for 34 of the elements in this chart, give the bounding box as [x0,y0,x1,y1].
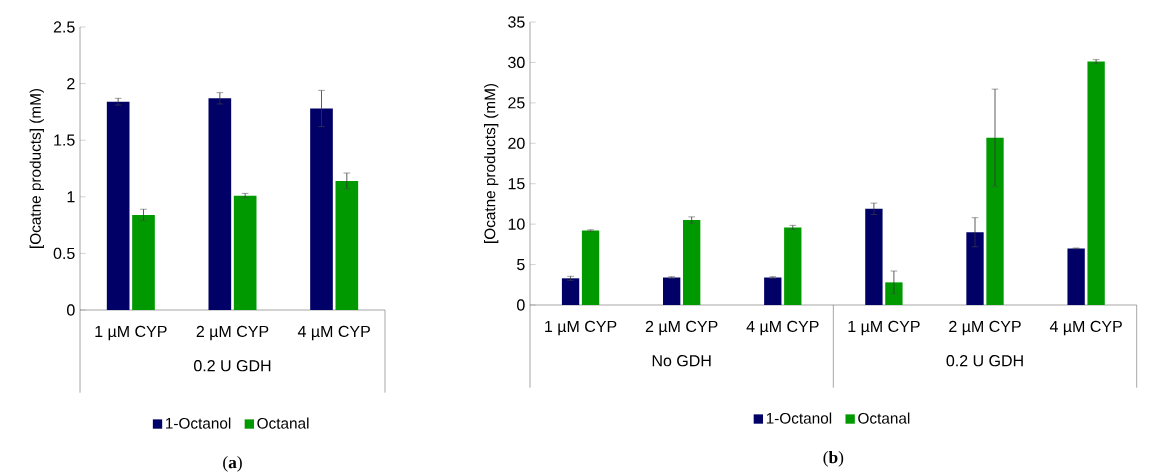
y-axis-title: [Ocatne products] (mM) [29,88,44,248]
text: 0.2 U GDH [194,360,271,372]
text: No GDH [652,355,711,367]
y-tick-label: 20 [508,137,525,149]
y-tick-label: 2 [67,78,75,90]
x-tick-label: 4 µM CYP [297,325,370,341]
legend-label: 1-Octanol [766,412,832,424]
x-tick-label: 2 µM CYP [949,320,1021,336]
x-tick-label: 1 µM CYP [545,320,617,336]
y-tick-label: 2.5 [53,21,75,33]
y-tick-label: 0.5 [53,247,75,260]
y-tick-label: 35 [508,16,525,28]
text: 0.2 U GDH [946,355,1023,367]
legend-label: Octanal [858,412,910,424]
x-tick-label: 1 µM CYP [848,320,920,336]
y-tick-label: 1 [67,191,75,203]
y-tick-label: 0 [517,299,525,311]
text: (b) [823,451,844,467]
y-tick-label: 0 [67,304,75,316]
x-tick-label: 2 µM CYP [196,325,269,341]
x-tick-label: 4 µM CYP [1049,320,1122,336]
x-tick-label: 1 µM CYP [95,325,167,341]
y-tick-label: 30 [508,56,525,69]
x-tick-label: 2 µM CYP [645,320,718,336]
y-tick-label: 15 [508,178,525,190]
legend-label: Octanal [257,417,309,429]
y-tick-label: 10 [508,218,525,230]
y-tick-label: 1.5 [54,134,75,146]
x-tick-label: 4 µM CYP [746,320,819,336]
y-tick-label: 5 [517,259,525,271]
text: (a) [223,456,242,472]
y-axis-title: [Ocatne products] (mM) [484,83,499,243]
y-tick-label: 25 [508,97,525,109]
legend-label: 1-Octanol [166,417,231,429]
